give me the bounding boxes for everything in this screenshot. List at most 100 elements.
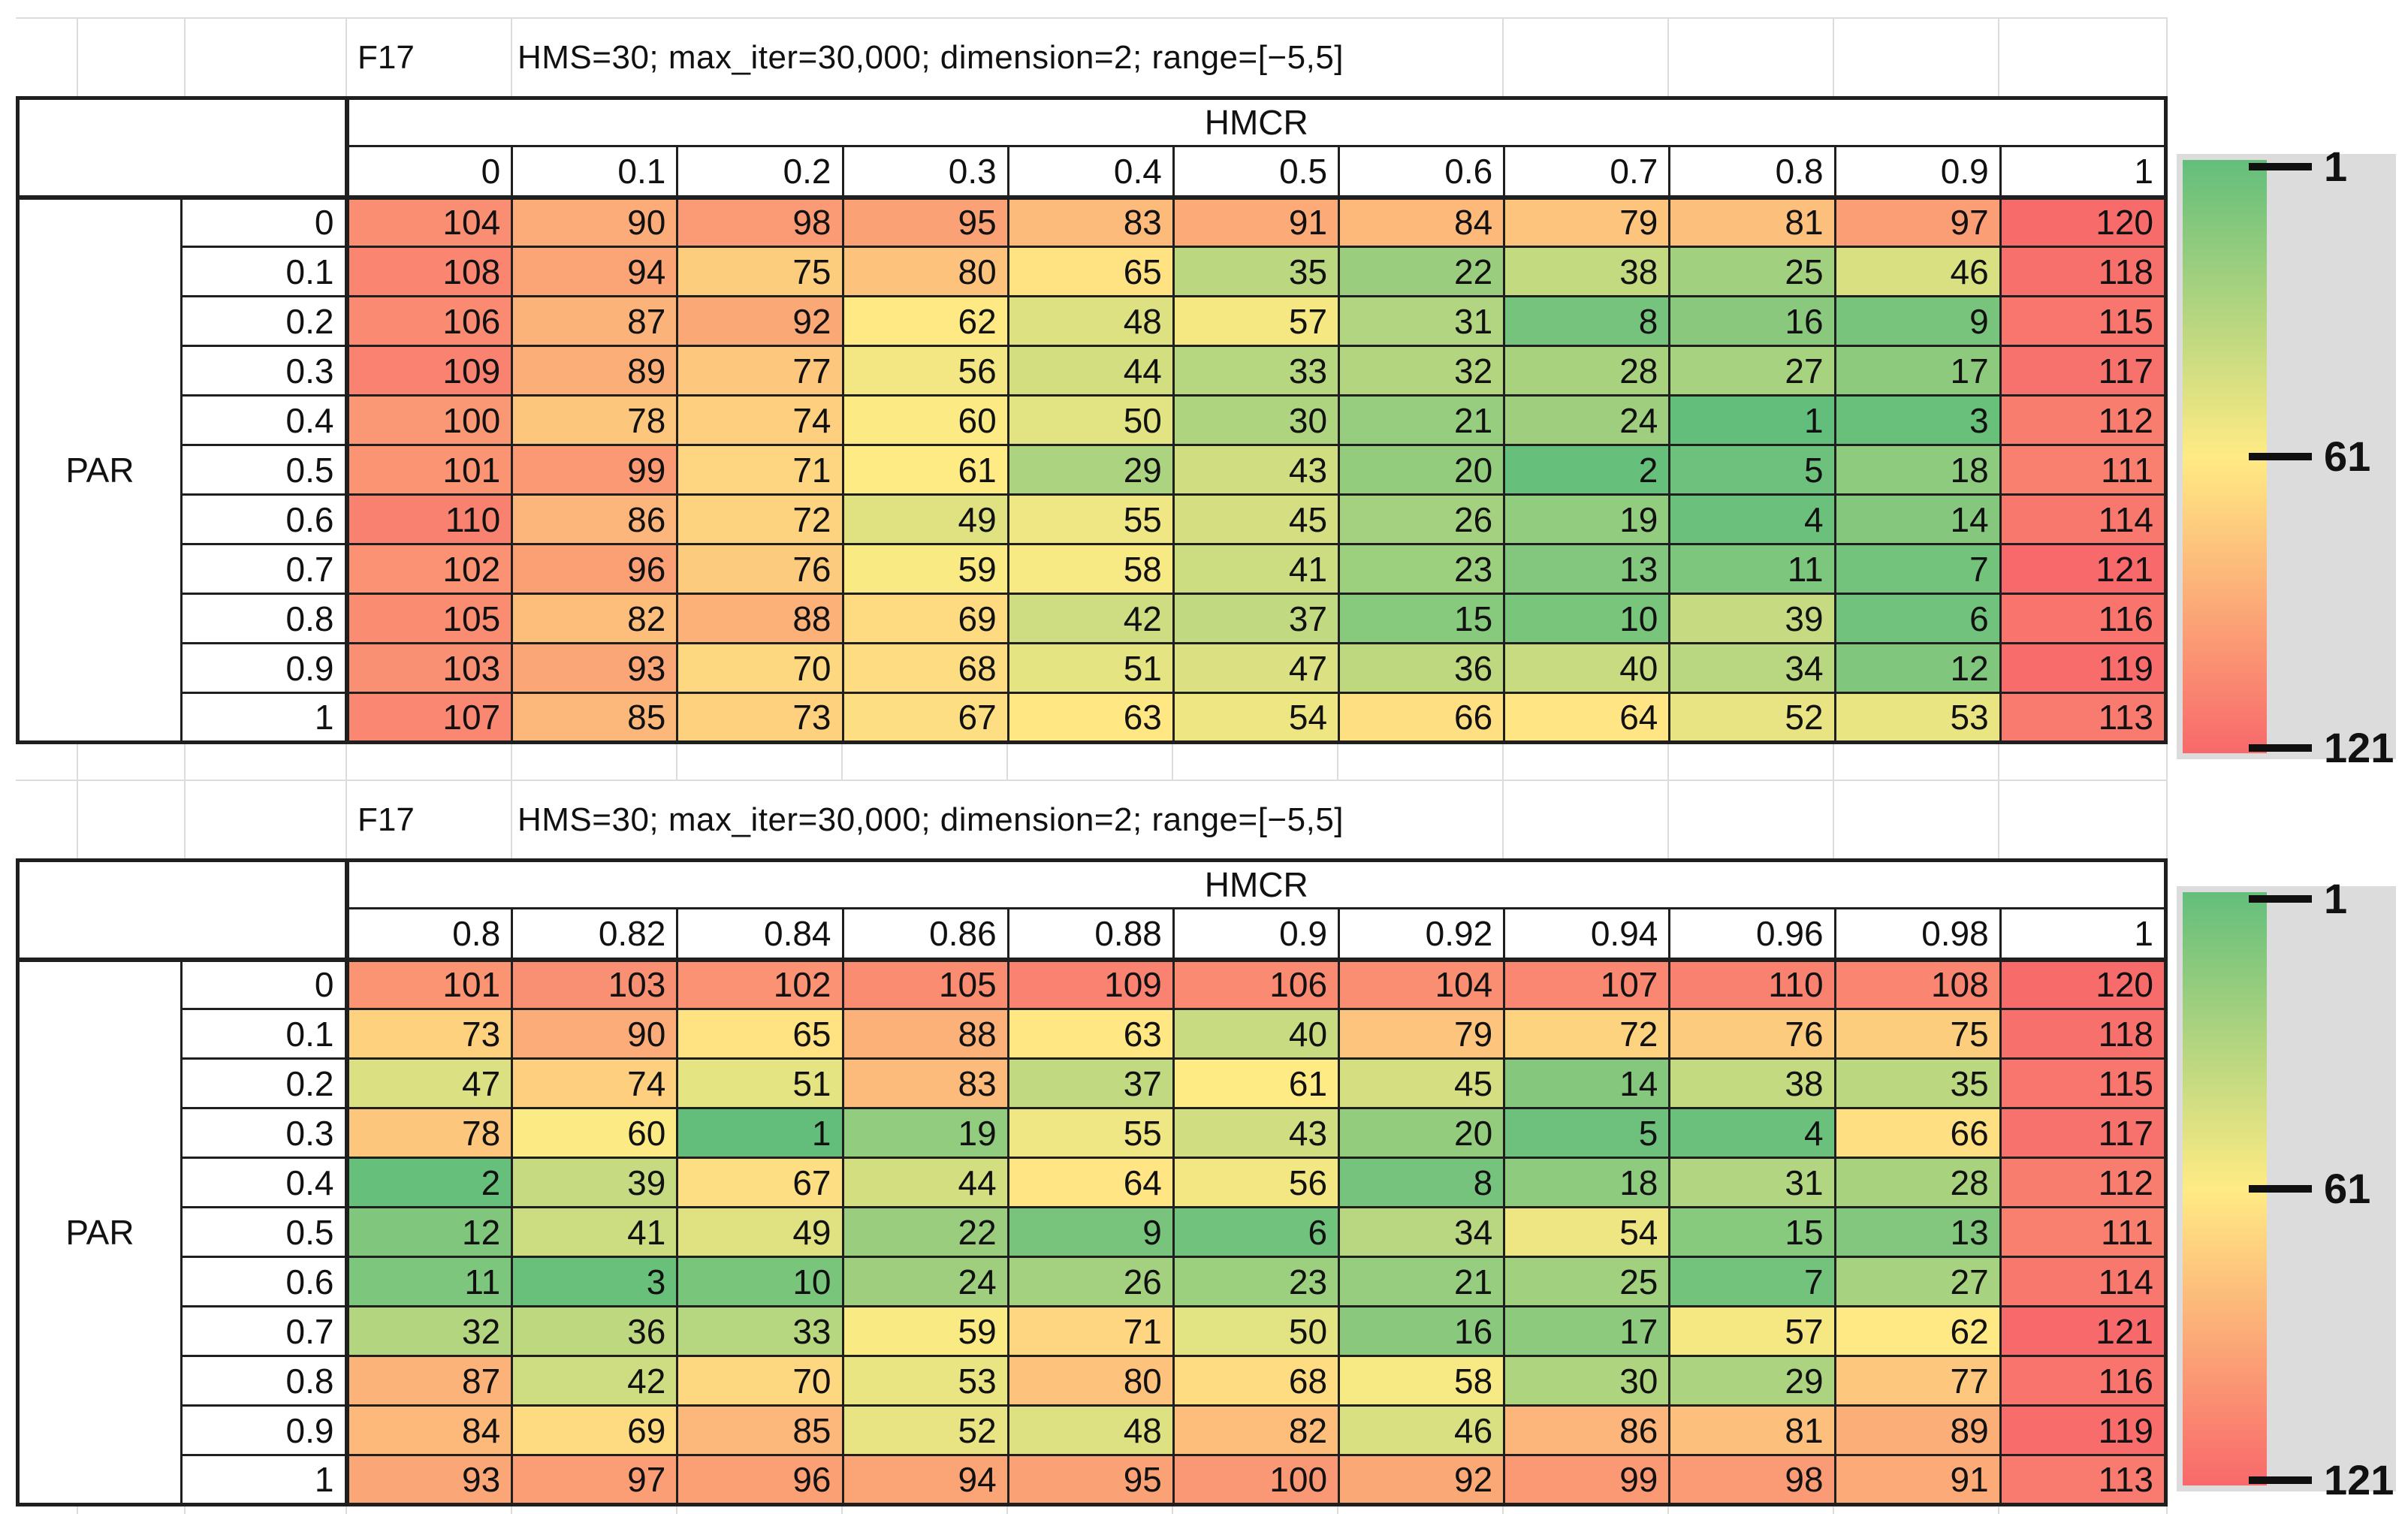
function-label: F17 [358, 801, 415, 838]
heatmap-cell: 3 [511, 1256, 679, 1307]
heatmap-cell: 52 [841, 1404, 1009, 1456]
heatmap-cell: 96 [511, 543, 679, 595]
heatmap-cell: 26 [1006, 1256, 1175, 1307]
tick-dash [2249, 163, 2312, 170]
heatmap-cell: 31 [1668, 1157, 1836, 1208]
heatmap-cell: 49 [676, 1206, 844, 1258]
heatmap-cell: 28 [1833, 1157, 2002, 1208]
sheet-gridline [676, 744, 677, 780]
sheet-gridline [1667, 19, 1669, 96]
sheet-gridline [77, 781, 78, 858]
heatmap-cell: 101 [345, 444, 514, 496]
heatmap-cell: 99 [511, 444, 679, 496]
heatmap-cell: 25 [1503, 1256, 1671, 1307]
heatmap-cell: 113 [1999, 692, 2168, 743]
heatmap-cell: 48 [1006, 295, 1175, 347]
heatmap-cell: 96 [676, 1454, 844, 1506]
heatmap-cell: 23 [1172, 1256, 1341, 1307]
heatmap-cell: 48 [1006, 1404, 1175, 1456]
heatmap-row: 0.1 73 90 65 88 63 40 79 72 76 75 118 [18, 1008, 2168, 1060]
heatmap-cell: 46 [1833, 246, 2002, 297]
heatmap-row: 0.8 87 42 70 53 80 68 58 30 29 77 116 [18, 1355, 2168, 1407]
legend-tick-max: 121 [2249, 1459, 2394, 1501]
row-header: 0.3 [180, 1107, 349, 1159]
column-header: 0.6 [1338, 145, 1506, 200]
heatmap-cell: 38 [1503, 246, 1671, 297]
heatmap-cell: 107 [345, 692, 514, 743]
sheet-gridline [1667, 744, 1669, 780]
heatmap-cell: 106 [345, 295, 514, 347]
sheet-gridline [1667, 1506, 1669, 1514]
heatmap-cell: 101 [345, 958, 514, 1010]
heatmap-cell: 11 [1668, 543, 1836, 595]
heatmap-cell: 7 [1668, 1256, 1836, 1307]
heatmap-cell: 80 [1006, 1355, 1175, 1407]
heatmap-cell: 3 [1833, 394, 2002, 446]
heatmap-cell: 47 [1172, 642, 1341, 694]
row-header: 0.1 [180, 246, 349, 297]
tick-label: 1 [2324, 143, 2348, 190]
heatmap-cell: 115 [1999, 295, 2168, 347]
heatmap-cell: 69 [841, 593, 1009, 644]
heatmap-cell: 79 [1503, 196, 1671, 248]
heatmap-cell: 55 [1006, 493, 1175, 545]
column-header: 0.98 [1833, 907, 2002, 962]
row-header: 0.2 [180, 1057, 349, 1109]
heatmap-cell: 44 [841, 1157, 1009, 1208]
heatmap-cell: 106 [1172, 958, 1341, 1010]
heatmap-cell: 17 [1503, 1305, 1671, 1357]
sheet-gridline [2166, 19, 2168, 96]
heatmap-cell: 68 [1172, 1355, 1341, 1407]
heatmap-cell: 15 [1338, 593, 1506, 644]
sheet-gridline [1998, 19, 1999, 96]
heatmap-cell: 87 [511, 295, 679, 347]
heatmap-cell: 65 [1006, 246, 1175, 297]
heatmap-cell: 17 [1833, 345, 2002, 397]
column-header: 1 [1999, 907, 2168, 962]
heatmap-cell: 13 [1503, 543, 1671, 595]
tick-dash [2249, 1185, 2312, 1193]
heatmap-cell: 63 [1006, 1008, 1175, 1060]
gridline-strip [16, 1506, 2168, 1514]
heatmap-cell: 6 [1172, 1206, 1341, 1258]
heatmap-cell: 32 [1338, 345, 1506, 397]
row-header: 0.6 [180, 493, 349, 545]
sheet-gridline [1833, 781, 1834, 858]
heatmap-cell: 111 [1999, 1206, 2168, 1258]
heatmap-cell: 34 [1668, 642, 1836, 694]
heatmap-cell: 29 [1668, 1355, 1836, 1407]
heatmap-cell: 95 [1006, 1454, 1175, 1506]
heatmap-cell: 53 [841, 1355, 1009, 1407]
heatmap-cell: 115 [1999, 1057, 2168, 1109]
column-header: 0.84 [676, 907, 844, 962]
heatmap-row: 0.9 103 93 70 68 51 47 36 40 34 12 119 [18, 642, 2168, 694]
heatmap-cell: 60 [511, 1107, 679, 1159]
sheet-gridline [346, 744, 347, 780]
heatmap-cell: 20 [1338, 444, 1506, 496]
heatmap-cell: 12 [345, 1206, 514, 1258]
column-header: 0.86 [841, 907, 1009, 962]
heatmap-cell: 84 [345, 1404, 514, 1456]
heatmap-cell: 36 [511, 1305, 679, 1357]
heatmap-cell: 67 [676, 1157, 844, 1208]
heatmap-cell: 105 [841, 958, 1009, 1010]
heatmap-cell: 108 [345, 246, 514, 297]
heatmap-row: 0.2 106 87 92 62 48 57 31 8 16 9 115 [18, 295, 2168, 347]
row-header: 0 [180, 196, 349, 248]
column-header: 0.3 [841, 145, 1009, 200]
heatmap-cell: 54 [1172, 692, 1341, 743]
heatmap-cell: 51 [676, 1057, 844, 1109]
heatmap-cell: 11 [345, 1256, 514, 1307]
heatmap-cell: 95 [841, 196, 1009, 248]
heatmap-cell: 33 [676, 1305, 844, 1357]
heatmap-cell: 88 [676, 593, 844, 644]
heatmap-cell: 58 [1006, 543, 1175, 595]
heatmap-cell: 1 [676, 1107, 844, 1159]
heatmap-cell: 60 [841, 394, 1009, 446]
heatmap-cell: 10 [676, 1256, 844, 1307]
heatmap-cell: 57 [1172, 295, 1341, 347]
sheet-gridline [77, 19, 78, 96]
heatmap-cell: 90 [511, 1008, 679, 1060]
heatmap-cell: 40 [1503, 642, 1671, 694]
heatmap-cell: 76 [1668, 1008, 1836, 1060]
